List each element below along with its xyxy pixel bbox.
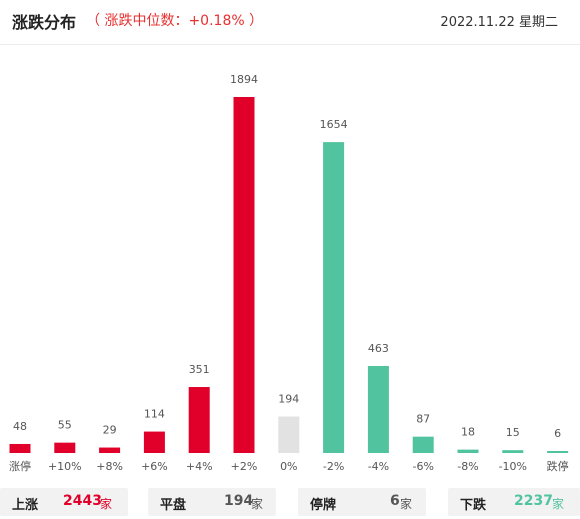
bar-value-label: 1654 <box>320 118 348 131</box>
category-label: -8% <box>457 460 478 473</box>
trade-date: 2022.11.22 星期二 <box>440 15 558 30</box>
bar-value-label: 87 <box>416 413 430 426</box>
bar-value-label: 114 <box>144 408 165 421</box>
category-label: -6% <box>412 460 433 473</box>
median-change-label: （ 涨跌中位数：+0.18% ） <box>86 13 264 29</box>
summary-flat-value: 194 <box>224 493 254 509</box>
title-bar: 涨跌分布 （ 涨跌中位数：+0.18% ） 2022.11.22 星期二 <box>0 0 580 40</box>
bar-4 <box>188 387 210 453</box>
summary-bar: 上涨 2443 家 平盘 194 家 停牌 6 家 下跌 2237 家 <box>0 488 580 516</box>
bar-value-label: 15 <box>506 426 520 439</box>
summary-down-label: 下跌 <box>460 498 487 513</box>
category-label: +4% <box>186 460 213 473</box>
panel-title: 涨跌分布 <box>12 13 77 32</box>
bar-value-label: 351 <box>189 363 210 376</box>
category-label: 0% <box>280 460 297 473</box>
summary-halt-label: 停牌 <box>310 498 337 513</box>
summary-halt-value: 6 <box>390 493 400 509</box>
summary-up: 上涨 2443 家 <box>0 488 128 516</box>
bar-12 <box>547 451 569 453</box>
category-label: +10% <box>48 460 82 473</box>
bar-3 <box>143 431 165 453</box>
bar-7 <box>323 142 345 453</box>
summary-up-value: 2443 <box>63 493 102 509</box>
summary-down: 下跌 2237 家 <box>448 488 580 516</box>
bar-1 <box>54 442 76 453</box>
distribution-bar-chart: 48 涨停 55 +10% 29 +8% 114 +6% 351 +4% 1894 +2% 194 0% 1… <box>9 73 569 473</box>
summary-halt: 停牌 6 家 <box>298 488 426 516</box>
bar-10 <box>457 449 479 453</box>
category-label: -4% <box>368 460 389 473</box>
bar-5 <box>233 97 255 453</box>
bar-value-label: 194 <box>278 393 299 406</box>
summary-flat-unit: 家 <box>251 497 264 511</box>
summary-halt-unit: 家 <box>400 497 413 511</box>
summary-up-unit: 家 <box>100 497 113 511</box>
category-label: +2% <box>231 460 258 473</box>
category-label: -2% <box>323 460 344 473</box>
summary-up-label: 上涨 <box>12 498 39 513</box>
bar-0 <box>9 443 31 453</box>
bar-value-label: 18 <box>461 426 475 439</box>
category-label: 跌停 <box>547 459 569 473</box>
header-divider <box>0 44 580 45</box>
summary-flat-label: 平盘 <box>160 498 187 513</box>
summary-down-unit: 家 <box>552 497 565 511</box>
bar-value-label: 55 <box>58 419 72 432</box>
bar-value-label: 1894 <box>230 73 258 86</box>
summary-down-value: 2237 <box>514 493 553 509</box>
bar-8 <box>367 365 389 453</box>
bar-11 <box>502 450 524 453</box>
category-label: +8% <box>96 460 123 473</box>
summary-flat: 平盘 194 家 <box>148 488 276 516</box>
bar-6 <box>278 416 300 453</box>
bar-value-label: 29 <box>103 424 117 437</box>
category-label: 涨停 <box>9 459 31 473</box>
category-label: +6% <box>141 460 168 473</box>
bar-value-label: 6 <box>554 427 561 440</box>
bar-value-label: 463 <box>368 342 389 355</box>
bar-value-label: 48 <box>13 420 27 433</box>
bar-9 <box>412 436 434 453</box>
category-label: -10% <box>499 460 527 473</box>
bar-2 <box>99 447 121 453</box>
